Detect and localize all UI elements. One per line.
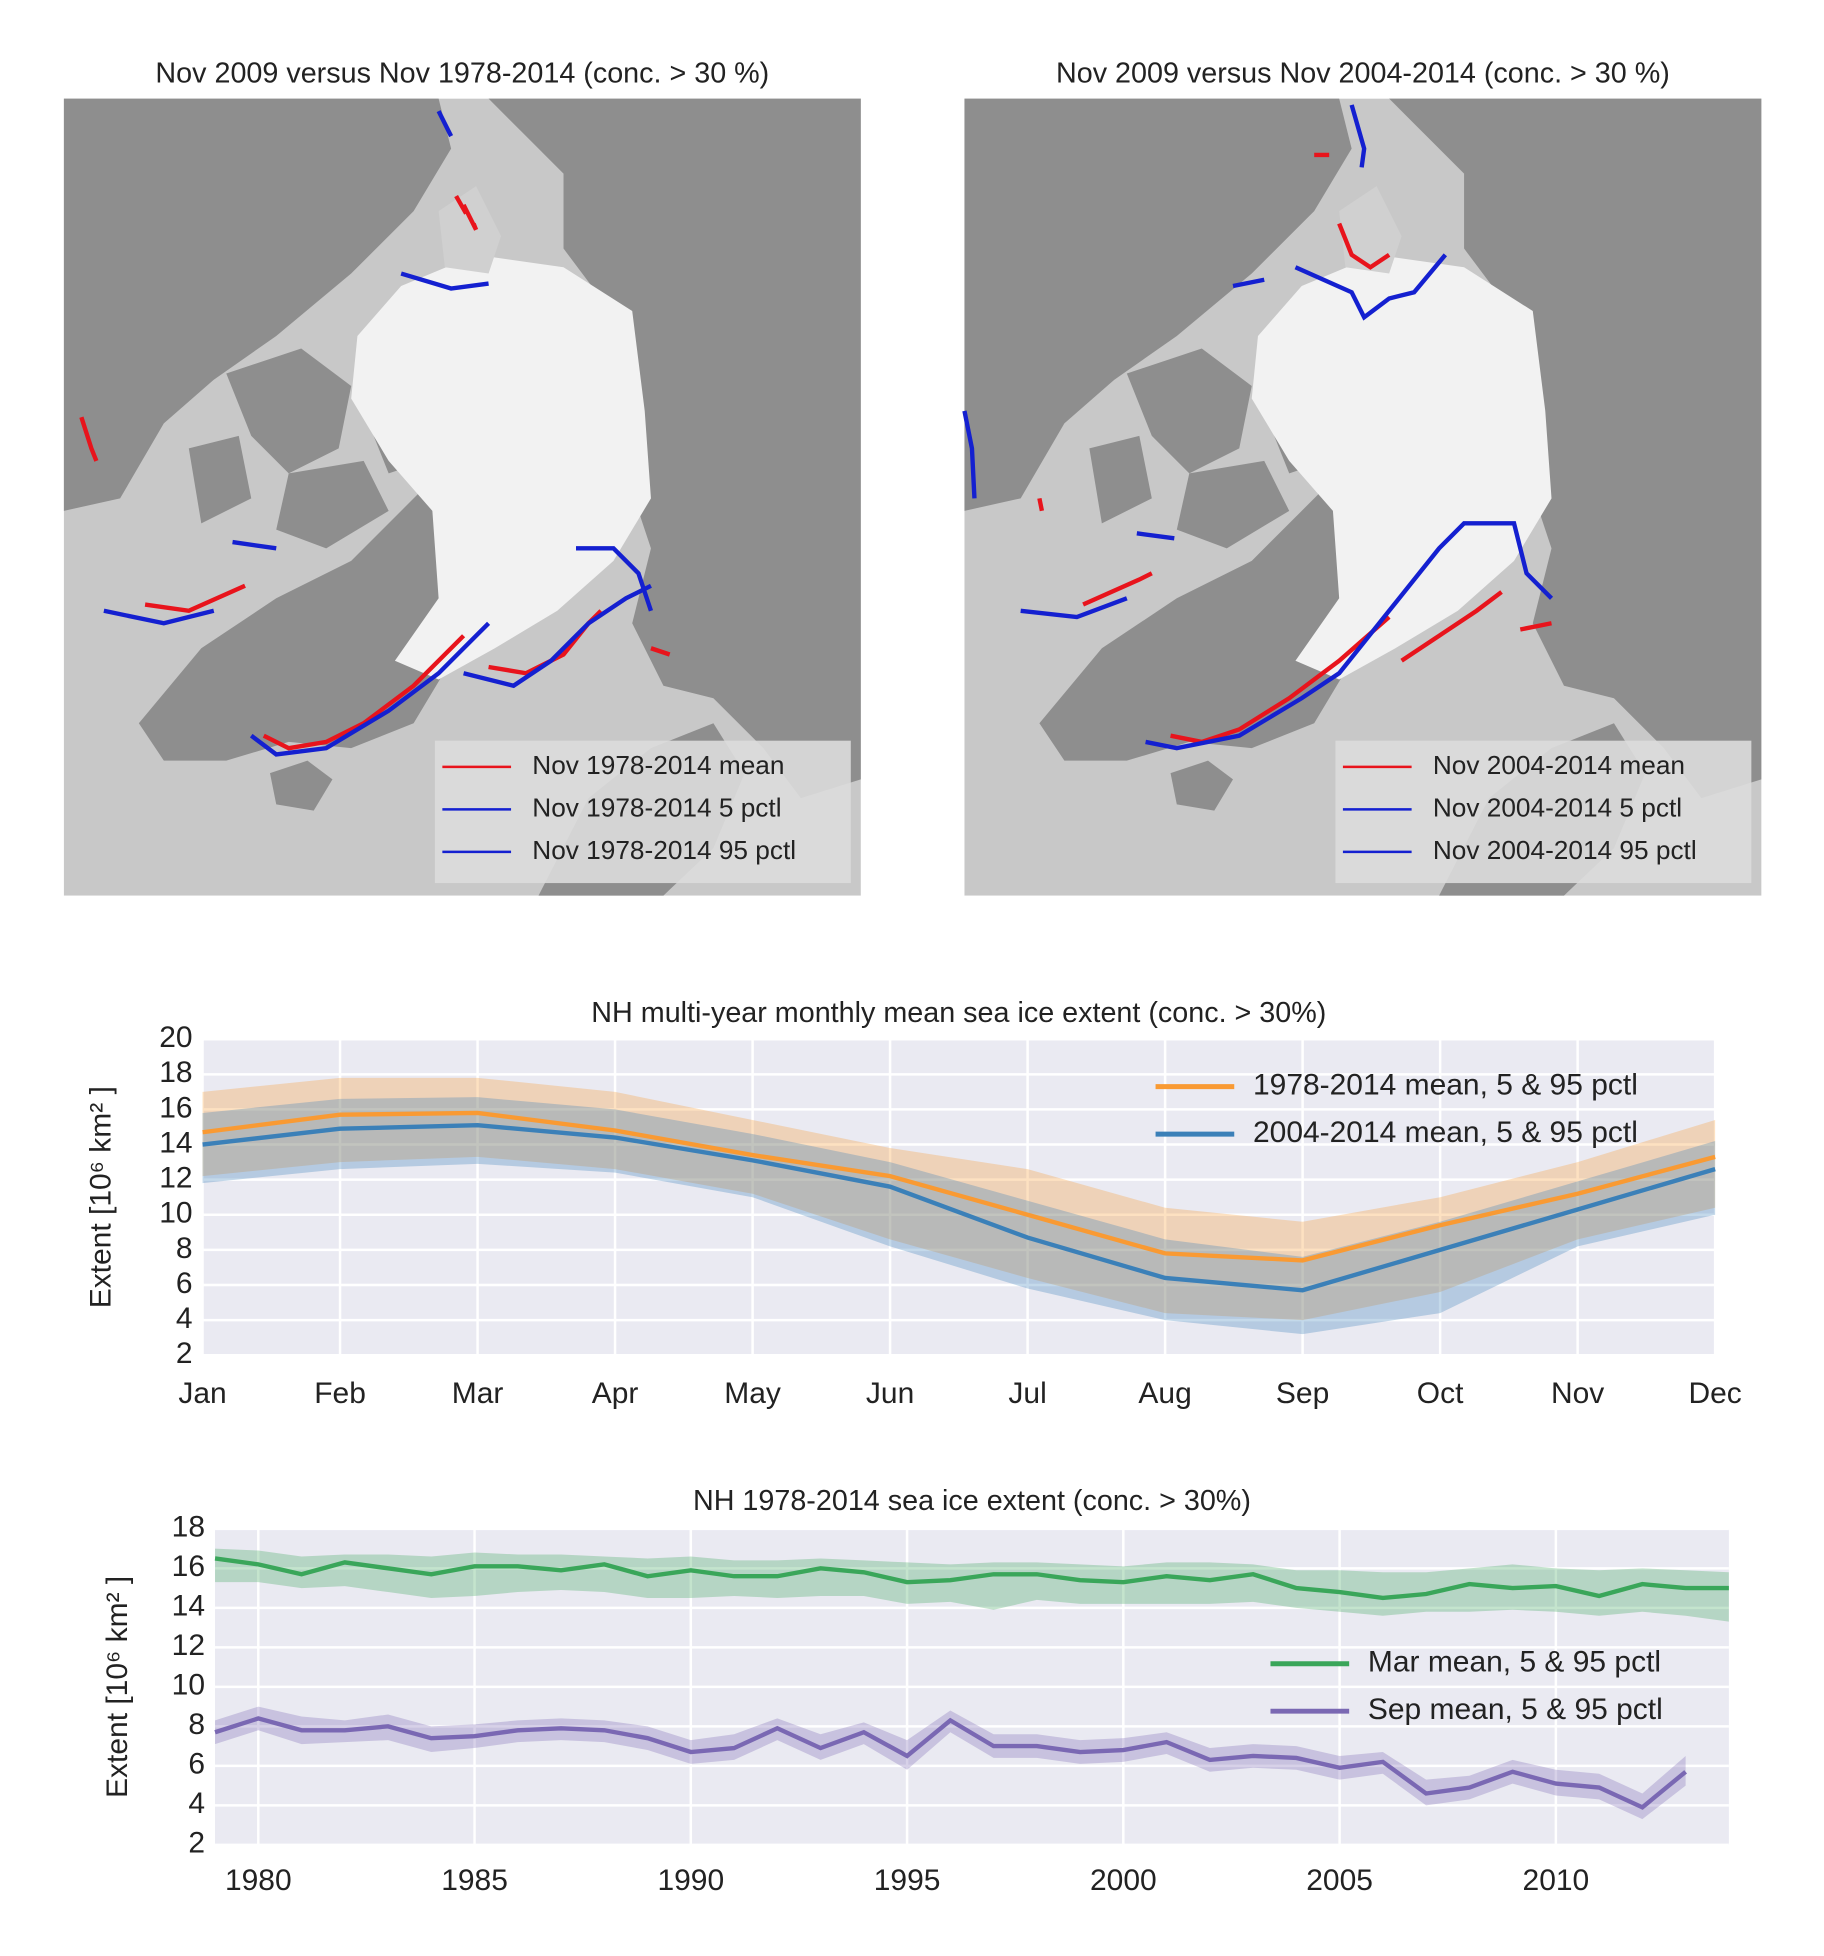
map-legend-box bbox=[434, 740, 851, 884]
map-title: Nov 2009 versus Nov 2004-2014 (conc. > 3… bbox=[1056, 58, 1670, 90]
y-tick-label: 10 bbox=[172, 1669, 205, 1702]
y-tick-label: 2 bbox=[176, 1337, 193, 1370]
y-tick-label: 10 bbox=[159, 1197, 192, 1230]
y-axis-label: Extent [10⁶ km² ] bbox=[85, 1086, 118, 1308]
line bbox=[202, 1110, 1716, 1263]
x-tick-label: 2000 bbox=[1090, 1864, 1157, 1897]
y-tick-label: 8 bbox=[188, 1708, 205, 1741]
legend-label: Mar mean, 5 & 95 pctl bbox=[1368, 1646, 1661, 1679]
x-tick-label: Oct bbox=[1417, 1377, 1464, 1410]
map-legend-label: Nov 2004-2014 mean bbox=[1433, 750, 1685, 780]
x-tick-label: Jul bbox=[1008, 1377, 1046, 1410]
map-contours bbox=[962, 104, 1554, 751]
map-panel bbox=[63, 98, 861, 896]
map-legend-label: Nov 2004-2014 95 pctl bbox=[1433, 835, 1697, 865]
x-tick-label: Apr bbox=[592, 1377, 639, 1410]
x-tick-label: 1995 bbox=[874, 1864, 941, 1897]
x-tick-label: Jun bbox=[866, 1377, 914, 1410]
x-tick-label: Sep bbox=[1276, 1377, 1329, 1410]
y-tick-label: 12 bbox=[172, 1629, 205, 1662]
band bbox=[215, 1706, 1686, 1820]
map-legend-label: Nov 2004-2014 5 pctl bbox=[1433, 792, 1682, 822]
line bbox=[202, 1123, 1716, 1293]
y-tick-label: 2 bbox=[188, 1827, 205, 1860]
line bbox=[214, 1556, 1729, 1601]
map-title: Nov 2009 versus Nov 1978-2014 (conc. > 3… bbox=[155, 58, 769, 90]
map-legend-label: Nov 1978-2014 95 pctl bbox=[532, 835, 796, 865]
y-tick-label: 18 bbox=[159, 1056, 192, 1089]
y-tick-label: 4 bbox=[176, 1302, 193, 1335]
y-tick-label: 4 bbox=[188, 1787, 205, 1820]
chart-title: NH multi-year monthly mean sea ice exten… bbox=[591, 997, 1326, 1029]
map-legend-label: Nov 1978-2014 5 pctl bbox=[532, 792, 781, 822]
x-tick-label: Nov bbox=[1551, 1377, 1604, 1410]
legend-label: 2004-2014 mean, 5 & 95 pctl bbox=[1253, 1116, 1638, 1149]
x-tick-label: Aug bbox=[1138, 1377, 1191, 1410]
y-tick-label: 18 bbox=[172, 1511, 205, 1544]
y-tick-label: 16 bbox=[159, 1091, 192, 1124]
map-contours bbox=[79, 110, 671, 757]
x-tick-label: Jan bbox=[178, 1377, 226, 1410]
y-axis-label: Extent [10⁶ km² ] bbox=[101, 1576, 134, 1798]
y-tick-label: 8 bbox=[176, 1232, 193, 1265]
x-tick-label: Mar bbox=[452, 1377, 504, 1410]
chart-title: NH 1978-2014 sea ice extent (conc. > 30%… bbox=[693, 1485, 1251, 1517]
map-panel bbox=[962, 98, 1762, 896]
line bbox=[214, 1716, 1688, 1810]
x-tick-label: 1990 bbox=[657, 1864, 724, 1897]
y-tick-label: 12 bbox=[159, 1162, 192, 1195]
x-tick-label: 1980 bbox=[225, 1864, 292, 1897]
x-tick-label: Feb bbox=[314, 1377, 366, 1410]
legend-label: Sep mean, 5 & 95 pctl bbox=[1368, 1693, 1663, 1726]
y-tick-label: 14 bbox=[172, 1590, 205, 1623]
map-legend-box bbox=[1335, 740, 1752, 884]
band bbox=[202, 1077, 1716, 1321]
map-legend-label: Nov 1978-2014 mean bbox=[532, 750, 784, 780]
band bbox=[202, 1097, 1716, 1335]
x-tick-label: May bbox=[724, 1377, 781, 1410]
y-tick-label: 20 bbox=[159, 1021, 192, 1054]
x-tick-label: 2005 bbox=[1306, 1864, 1373, 1897]
legend-label: 1978-2014 mean, 5 & 95 pctl bbox=[1253, 1069, 1638, 1102]
y-tick-label: 6 bbox=[176, 1267, 193, 1300]
x-tick-label: Dec bbox=[1688, 1377, 1741, 1410]
y-tick-label: 6 bbox=[188, 1748, 205, 1781]
x-tick-label: 2010 bbox=[1523, 1864, 1590, 1897]
y-tick-label: 16 bbox=[172, 1550, 205, 1583]
y-tick-label: 14 bbox=[159, 1126, 192, 1159]
x-tick-label: 1985 bbox=[441, 1864, 508, 1897]
